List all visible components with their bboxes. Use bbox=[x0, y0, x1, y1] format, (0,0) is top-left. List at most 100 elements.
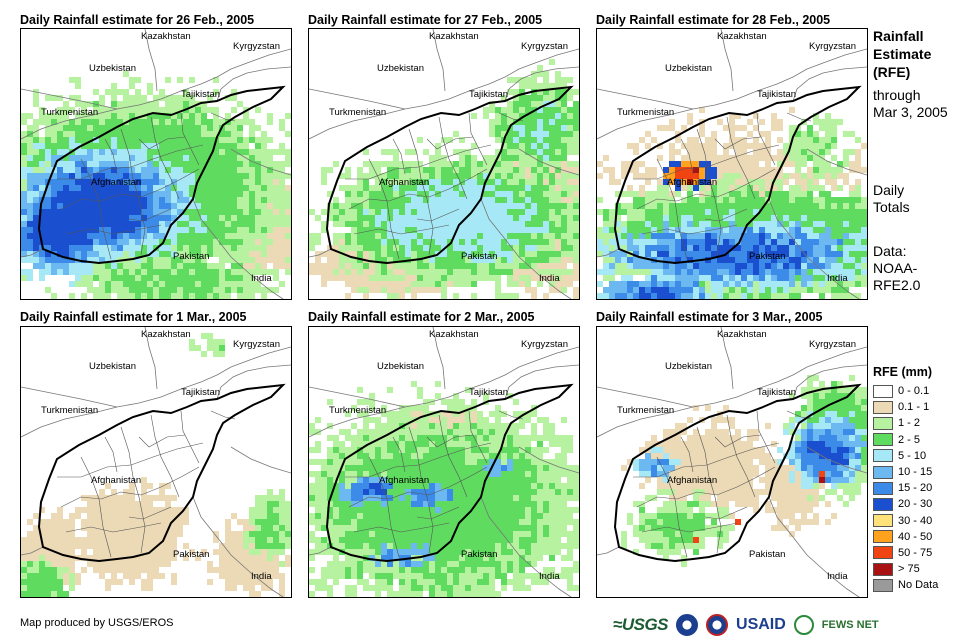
rainfall-cell bbox=[513, 507, 519, 513]
rainfall-map-svg: KazakhstanKyrgyzstanUzbekistanTajikistan… bbox=[597, 29, 867, 299]
rainfall-cell bbox=[549, 215, 555, 221]
rainfall-cell bbox=[639, 221, 645, 227]
rainfall-cell bbox=[471, 209, 477, 215]
rainfall-cell bbox=[219, 269, 225, 275]
rainfall-cell bbox=[759, 131, 765, 137]
rainfall-cell bbox=[705, 185, 711, 191]
rainfall-cell bbox=[465, 459, 471, 465]
rainfall-cell bbox=[555, 155, 561, 161]
rainfall-cell bbox=[273, 531, 279, 537]
rainfall-cell bbox=[543, 257, 549, 263]
rainfall-cell bbox=[465, 239, 471, 245]
rainfall-cell bbox=[159, 179, 165, 185]
rainfall-cell bbox=[495, 161, 501, 167]
rainfall-cell bbox=[483, 489, 489, 495]
rainfall-cell bbox=[75, 95, 81, 101]
rainfall-cell bbox=[57, 107, 63, 113]
rainfall-cell bbox=[129, 137, 135, 143]
rainfall-cell bbox=[837, 281, 843, 287]
rainfall-cell bbox=[651, 275, 657, 281]
rainfall-cell bbox=[255, 197, 261, 203]
rainfall-cell bbox=[801, 131, 807, 137]
rainfall-cell bbox=[351, 251, 357, 257]
rainfall-cell bbox=[495, 257, 501, 263]
rainfall-cell bbox=[429, 287, 435, 293]
rainfall-cell bbox=[99, 209, 105, 215]
rainfall-cell bbox=[177, 269, 183, 275]
rainfall-cell bbox=[555, 137, 561, 143]
rainfall-cell bbox=[435, 257, 441, 263]
rainfall-cell bbox=[525, 227, 531, 233]
rainfall-cell bbox=[201, 245, 207, 251]
rainfall-cell bbox=[129, 293, 135, 299]
rainfall-cell bbox=[285, 543, 291, 549]
rainfall-cell bbox=[45, 561, 51, 567]
rainfall-cell bbox=[465, 227, 471, 233]
rainfall-cell bbox=[81, 173, 87, 179]
rainfall-cell bbox=[51, 585, 57, 591]
rainfall-cell bbox=[567, 239, 573, 245]
rainfall-cell bbox=[99, 239, 105, 245]
rainfall-cell bbox=[183, 239, 189, 245]
rainfall-cell bbox=[777, 137, 783, 143]
rainfall-cell bbox=[99, 525, 105, 531]
rainfall-cell bbox=[621, 167, 627, 173]
rainfall-cell bbox=[381, 197, 387, 203]
rainfall-cell bbox=[447, 215, 453, 221]
rainfall-cell bbox=[39, 227, 45, 233]
rainfall-cell bbox=[57, 507, 63, 513]
rainfall-cell bbox=[813, 251, 819, 257]
rainfall-cell bbox=[795, 293, 801, 299]
rainfall-cell bbox=[21, 143, 27, 149]
rainfall-cell bbox=[225, 137, 231, 143]
rainfall-cell bbox=[447, 245, 453, 251]
rainfall-cell bbox=[753, 215, 759, 221]
rainfall-cell bbox=[459, 471, 465, 477]
rainfall-cell bbox=[147, 233, 153, 239]
rainfall-cell bbox=[831, 209, 837, 215]
rainfall-cell bbox=[375, 287, 381, 293]
rainfall-cell bbox=[261, 501, 267, 507]
rainfall-cell bbox=[21, 227, 27, 233]
rainfall-cell bbox=[795, 221, 801, 227]
rainfall-cell bbox=[501, 501, 507, 507]
rainfall-cell bbox=[33, 197, 39, 203]
rainfall-cell bbox=[819, 125, 825, 131]
rainfall-cell bbox=[345, 221, 351, 227]
rainfall-cell bbox=[501, 495, 507, 501]
rainfall-cell bbox=[63, 113, 69, 119]
rainfall-cell bbox=[525, 435, 531, 441]
rainfall-cell bbox=[453, 399, 459, 405]
rainfall-cell bbox=[729, 275, 735, 281]
rainfall-cell bbox=[717, 197, 723, 203]
rainfall-cell bbox=[549, 221, 555, 227]
rainfall-cell bbox=[135, 257, 141, 263]
rainfall-cell bbox=[93, 549, 99, 555]
rainfall-cell bbox=[501, 119, 507, 125]
rainfall-cell bbox=[327, 489, 333, 495]
rainfall-cell bbox=[183, 137, 189, 143]
rainfall-cell bbox=[423, 459, 429, 465]
rainfall-cell bbox=[111, 227, 117, 233]
rainfall-cell bbox=[105, 89, 111, 95]
rainfall-cell bbox=[57, 167, 63, 173]
rainfall-cell bbox=[681, 125, 687, 131]
rainfall-cell bbox=[501, 477, 507, 483]
rainfall-cell bbox=[129, 501, 135, 507]
rainfall-cell bbox=[753, 167, 759, 173]
rainfall-cell bbox=[759, 185, 765, 191]
rainfall-cell bbox=[387, 417, 393, 423]
rainfall-cell bbox=[279, 531, 285, 537]
rainfall-cell bbox=[549, 269, 555, 275]
rainfall-cell bbox=[183, 275, 189, 281]
rainfall-cell bbox=[249, 549, 255, 555]
rainfall-cell bbox=[495, 113, 501, 119]
rainfall-cell bbox=[549, 161, 555, 167]
rainfall-cell bbox=[495, 293, 501, 299]
rainfall-cell bbox=[375, 459, 381, 465]
rainfall-cell bbox=[21, 555, 27, 561]
rainfall-cell bbox=[783, 203, 789, 209]
rainfall-cell bbox=[471, 251, 477, 257]
rainfall-cell bbox=[729, 287, 735, 293]
rainfall-cell bbox=[87, 221, 93, 227]
